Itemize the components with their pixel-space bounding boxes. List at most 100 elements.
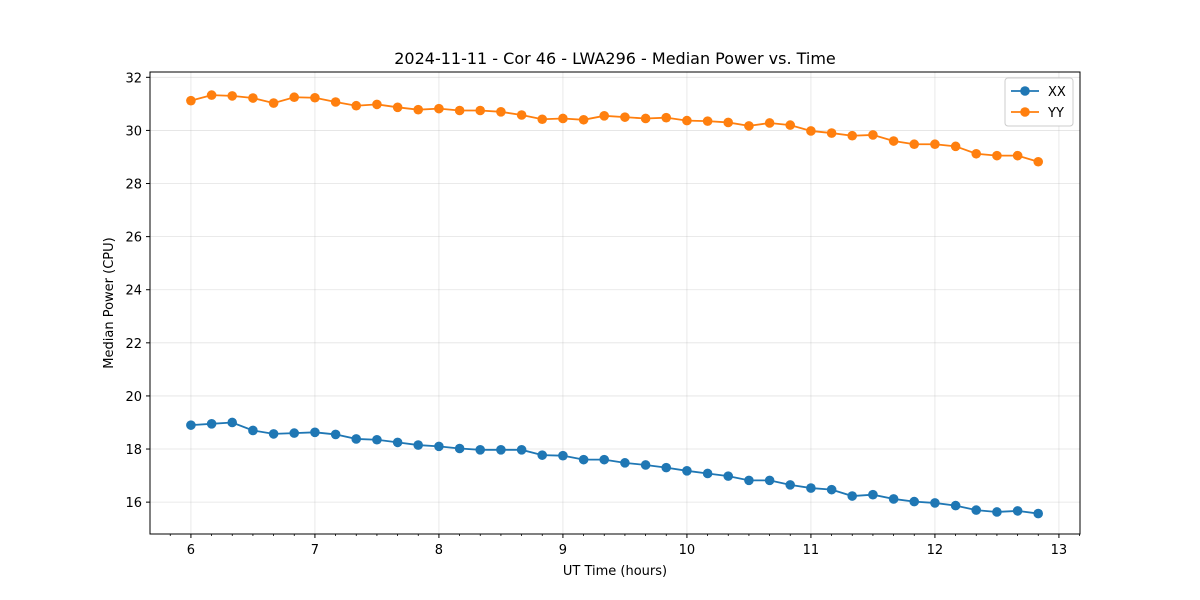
plot-frame: [149, 71, 1081, 535]
data-point-xx: [620, 458, 630, 468]
data-point-xx: [640, 460, 651, 470]
data-point-xx: [971, 505, 982, 515]
legend-marker: [1020, 107, 1030, 117]
series-xx: [186, 417, 1044, 519]
data-point-yy: [268, 98, 279, 108]
data-point-xx: [888, 494, 899, 504]
data-point-yy: [454, 105, 465, 116]
data-point-xx: [1033, 508, 1044, 519]
legend-item-yy: YY: [1011, 106, 1064, 121]
data-point-yy: [992, 150, 1002, 161]
data-point-xx: [186, 420, 196, 430]
data-point-yy: [1033, 156, 1044, 167]
data-point-yy: [475, 105, 486, 116]
data-point-yy: [392, 102, 403, 113]
data-point-xx: [516, 445, 527, 455]
legend-marker: [1020, 86, 1030, 96]
y-tick-label: 22: [125, 337, 142, 352]
data-point-xx: [454, 443, 465, 454]
data-point-xx: [1012, 506, 1023, 516]
data-point-yy: [826, 128, 837, 138]
data-point-xx: [578, 454, 589, 465]
data-point-xx: [868, 489, 878, 500]
y-tick-label: 26: [125, 231, 142, 246]
data-point-xx: [847, 491, 858, 501]
data-point-yy: [661, 112, 672, 123]
data-point-yy: [930, 139, 940, 150]
data-point-xx: [289, 428, 300, 438]
data-point-xx: [682, 466, 692, 476]
axes: 6 7 8 9 10 11 12 13 16 18 20 22 24 26 28 30 32: [125, 71, 1080, 558]
data-point-yy: [806, 126, 816, 136]
data-point-xx: [826, 484, 837, 495]
y-axis-label: Median Power (CPU): [102, 237, 117, 368]
data-point-yy: [496, 107, 506, 117]
data-point-xx: [206, 419, 217, 429]
y-tick-label: 24: [125, 284, 142, 299]
data-point-yy: [351, 100, 362, 111]
y-tick-label: 16: [125, 496, 142, 511]
x-tick-label: 8: [435, 543, 443, 558]
x-tick-label: 11: [803, 543, 820, 558]
y-tick-label: 28: [125, 178, 142, 193]
data-point-yy: [847, 130, 858, 141]
data-point-yy: [640, 113, 651, 124]
x-tick-label: 12: [927, 543, 944, 558]
legend-label: XX: [1048, 85, 1066, 100]
data-point-xx: [227, 417, 238, 428]
data-point-yy: [868, 130, 878, 140]
data-point-xx: [496, 445, 506, 455]
data-point-yy: [310, 92, 320, 103]
data-point-yy: [186, 95, 196, 106]
x-axis-label: UT Time (hours): [563, 564, 667, 579]
data-point-xx: [702, 468, 713, 479]
data-point-xx: [392, 437, 403, 448]
data-point-xx: [723, 471, 734, 481]
grid: [150, 72, 1080, 534]
data-point-xx: [351, 434, 362, 444]
data-point-yy: [888, 136, 899, 146]
legend-item-xx: XX: [1011, 85, 1066, 100]
data-point-yy: [248, 93, 258, 103]
data-point-yy: [950, 141, 961, 152]
data-point-yy: [206, 90, 217, 100]
chart-title: 2024-11-11 - Cor 46 - LWA296 - Median Po…: [394, 49, 836, 68]
data-point-yy: [516, 110, 527, 120]
data-point-yy: [413, 104, 424, 115]
data-point-yy: [537, 114, 548, 125]
data-point-xx: [372, 434, 382, 445]
data-point-yy: [558, 113, 568, 124]
series-yy: [186, 90, 1044, 167]
data-point-yy: [330, 97, 341, 107]
data-point-xx: [268, 429, 279, 439]
data-point-xx: [330, 429, 341, 440]
data-point-yy: [785, 120, 796, 130]
data-point-yy: [1012, 150, 1023, 161]
data-point-xx: [310, 427, 320, 438]
data-point-yy: [578, 114, 589, 125]
data-point-yy: [971, 148, 982, 159]
data-point-yy: [909, 139, 920, 150]
data-point-yy: [434, 103, 444, 114]
data-point-yy: [723, 117, 734, 128]
data-point-xx: [950, 500, 961, 511]
data-point-yy: [682, 115, 692, 126]
series-layer: [186, 90, 1044, 519]
data-point-xx: [909, 496, 920, 507]
data-point-xx: [930, 498, 940, 508]
data-point-xx: [558, 450, 568, 461]
x-tick-label: 13: [1051, 543, 1068, 558]
y-tick-label: 30: [125, 124, 142, 139]
data-point-yy: [289, 92, 300, 103]
data-point-xx: [785, 480, 796, 490]
data-point-yy: [227, 91, 238, 101]
y-tick-label: 32: [125, 71, 142, 86]
data-point-xx: [992, 507, 1002, 517]
data-point-yy: [744, 121, 754, 131]
x-tick-label: 7: [311, 543, 319, 558]
data-point-yy: [702, 116, 713, 126]
y-tick-label: 20: [125, 390, 142, 405]
data-point-yy: [620, 112, 630, 122]
data-point-xx: [434, 441, 444, 452]
